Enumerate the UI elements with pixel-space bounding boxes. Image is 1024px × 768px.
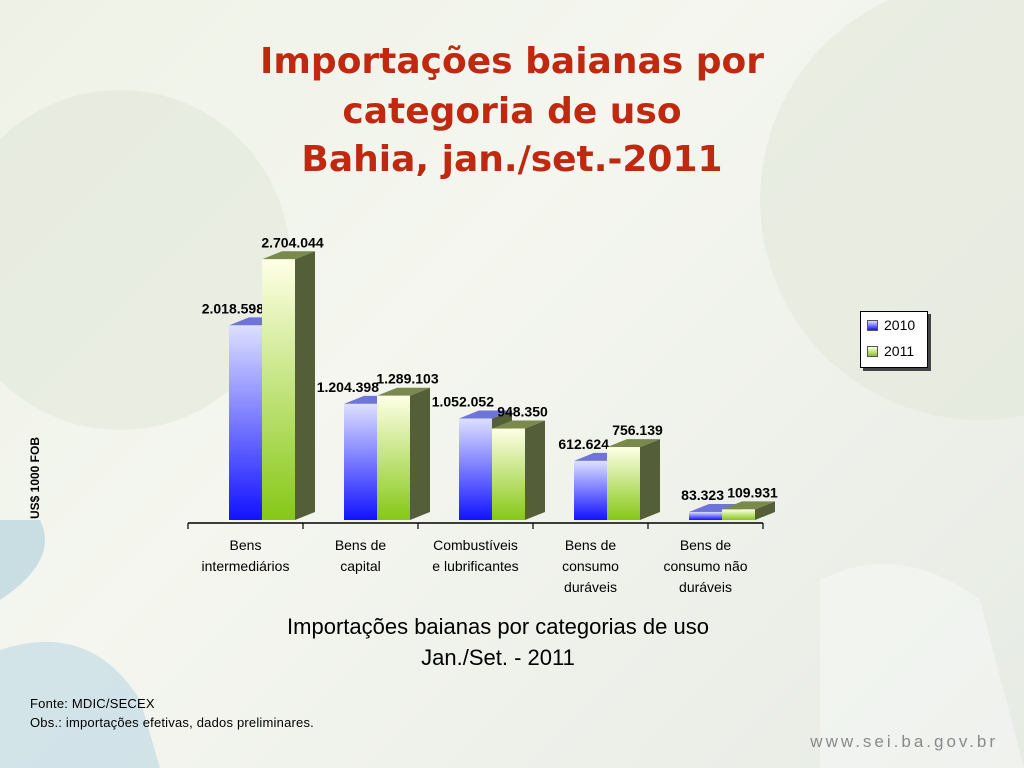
category-label-2-0: Combustíveis xyxy=(433,537,518,553)
bar-2010-3 xyxy=(574,460,607,520)
data-label-2010-4: 83.323 xyxy=(681,487,724,503)
bar-side-2011-2 xyxy=(525,420,545,520)
bar-top-2010-2 xyxy=(459,410,512,419)
legend-swatch-2010 xyxy=(867,319,878,331)
category-label-0-1: intermediários xyxy=(202,558,290,574)
bar-side-2011-4 xyxy=(755,501,775,520)
category-label-4-1: consumo não xyxy=(663,558,747,574)
category-label-3-0: Bens de xyxy=(565,537,617,553)
legend-label-2010: 2010 xyxy=(884,317,916,333)
bar-2011-2 xyxy=(492,428,525,520)
bar-2010-1 xyxy=(344,403,377,520)
bar-2011-0 xyxy=(262,259,295,520)
bar-2011-1 xyxy=(377,395,410,520)
category-label-3-1: consumo xyxy=(562,558,619,574)
website-url: www.sei.ba.gov.br xyxy=(810,732,998,751)
bar-side-2011-3 xyxy=(640,439,660,520)
bar-2010-0 xyxy=(229,325,262,520)
category-label-4-0: Bens de xyxy=(680,537,732,553)
legend-item-2011: 2011 xyxy=(861,338,927,364)
footer-note: Obs.: importações efetivas, dados prelim… xyxy=(30,715,314,730)
legend-item-2010: 2010 xyxy=(861,312,927,338)
category-label-1-1: capital xyxy=(340,558,380,574)
category-label-4-2: duráveis xyxy=(679,579,732,595)
chart-subtitle-line-2: Jan./Set. - 2011 xyxy=(421,645,575,670)
data-label-2010-0: 2.018.598 xyxy=(202,300,264,316)
slide-title-line-1: Importações baianas por xyxy=(260,41,764,82)
legend-swatch-2011 xyxy=(867,345,878,357)
data-label-2011-3: 756.139 xyxy=(612,422,663,438)
chart-subtitle-line-1: Importações baianas por categorias de us… xyxy=(287,614,709,639)
bar-top-2010-4 xyxy=(689,503,742,512)
bar-top-2011-3 xyxy=(607,439,660,448)
bar-2010-4 xyxy=(689,511,722,520)
bar-side-2011-0 xyxy=(295,251,315,520)
category-label-0-0: Bens xyxy=(230,537,262,553)
legend-label-2011: 2011 xyxy=(884,343,915,359)
category-label-2-1: e lubrificantes xyxy=(432,558,518,574)
chart-legend: 2010 2011 xyxy=(860,311,928,368)
data-label-2011-1: 1.289.103 xyxy=(376,371,438,387)
category-label-3-2: duráveis xyxy=(564,579,617,595)
bar-top-2011-0 xyxy=(262,251,315,260)
data-label-2010-3: 612.624 xyxy=(558,436,609,452)
bar-side-2011-1 xyxy=(410,387,430,520)
footer-source: Fonte: MDIC/SECEX xyxy=(30,696,155,711)
slide-title-line-2: categoria de uso xyxy=(342,91,682,132)
bar-top-2011-1 xyxy=(377,387,430,396)
bar-2010-2 xyxy=(459,418,492,520)
data-label-2010-2: 1.052.052 xyxy=(432,394,494,410)
bar-2011-4 xyxy=(722,509,755,520)
data-label-2011-4: 109.931 xyxy=(727,484,778,500)
bar-top-2011-4 xyxy=(722,501,775,510)
data-label-2010-1: 1.204.398 xyxy=(317,379,379,395)
bar-2011-3 xyxy=(607,447,640,520)
data-label-2011-0: 2.704.044 xyxy=(261,234,323,250)
bar-top-2011-2 xyxy=(492,420,545,429)
data-label-2011-2: 948.350 xyxy=(497,404,548,420)
category-label-1-0: Bens de xyxy=(335,537,387,553)
slide-title-line-3: Bahia, jan./set.-2011 xyxy=(301,139,723,180)
